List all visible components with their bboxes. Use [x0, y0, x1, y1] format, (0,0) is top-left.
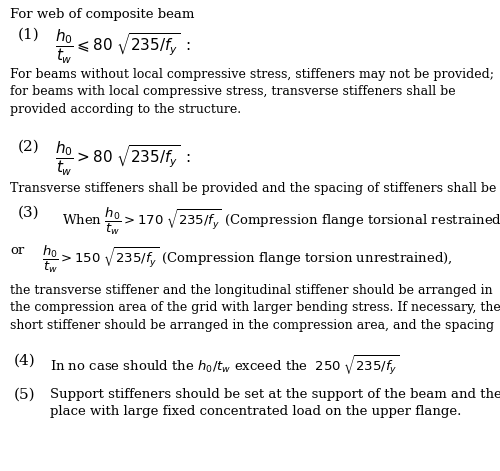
Text: $\dfrac{h_0}{t_w}\leqslant 80\;\sqrt{235/f_y}\;:$: $\dfrac{h_0}{t_w}\leqslant 80\;\sqrt{235…	[55, 28, 191, 66]
Text: Transverse stiffeners shall be provided and the spacing of stiffeners shall be c: Transverse stiffeners shall be provided …	[10, 182, 500, 195]
Text: Support stiffeners should be set at the support of the beam and the
place with l: Support stiffeners should be set at the …	[50, 388, 500, 419]
Text: or: or	[10, 244, 24, 257]
Text: For web of composite beam: For web of composite beam	[10, 8, 194, 21]
Text: (3): (3)	[18, 206, 40, 220]
Text: the transverse stiffener and the longitudinal stiffener should be arranged in
th: the transverse stiffener and the longitu…	[10, 284, 500, 332]
Text: $\dfrac{h_0}{t_w}>150\;\sqrt{235/f_y}$ (Compression flange torsion unrestrained): $\dfrac{h_0}{t_w}>150\;\sqrt{235/f_y}$ (…	[42, 244, 453, 276]
Text: $\dfrac{h_0}{t_w}>80\;\sqrt{235/f_y}\;:$: $\dfrac{h_0}{t_w}>80\;\sqrt{235/f_y}\;:$	[55, 140, 191, 178]
Text: In no case should the $h_0/t_w$ exceed the $\;250\;\sqrt{235/f_y}$: In no case should the $h_0/t_w$ exceed t…	[50, 354, 399, 378]
Text: (2): (2)	[18, 140, 40, 154]
Text: For beams without local compressive stress, stiffeners may not be provided;
for : For beams without local compressive stre…	[10, 68, 494, 116]
Text: (4): (4)	[14, 354, 36, 368]
Text: (1): (1)	[18, 28, 40, 42]
Text: (5): (5)	[14, 388, 36, 402]
Text: When $\dfrac{h_0}{t_w}>170\;\sqrt{235/f_y}$ (Compression flange torsional restra: When $\dfrac{h_0}{t_w}>170\;\sqrt{235/f_…	[62, 206, 500, 237]
